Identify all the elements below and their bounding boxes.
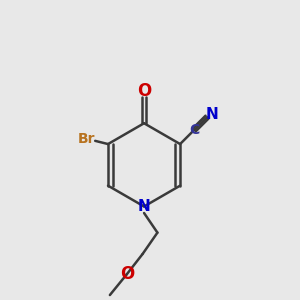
Text: N: N [206,107,218,122]
Text: C: C [189,123,200,137]
Text: O: O [137,82,151,100]
Text: N: N [138,199,150,214]
Text: Br: Br [78,132,95,146]
Text: O: O [120,265,134,283]
